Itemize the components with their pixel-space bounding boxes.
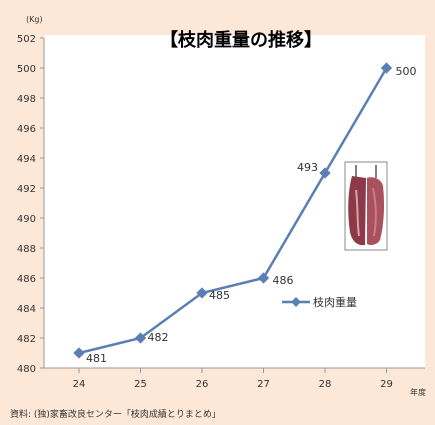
meat-carcass-photo: [345, 162, 387, 250]
y-tick-label: 490: [17, 214, 36, 225]
y-tick-label: 492: [17, 184, 36, 195]
y-tick-label: 500: [17, 64, 36, 75]
data-label: 493: [297, 161, 318, 174]
y-tick-label: 496: [17, 124, 36, 135]
data-label: 486: [273, 274, 294, 287]
y-tick-label: 484: [17, 304, 36, 315]
x-axis-unit: 年度: [410, 387, 426, 397]
legend-label: 枝肉重量: [313, 295, 357, 309]
data-label: 500: [396, 65, 417, 78]
y-tick-label: 480: [17, 364, 36, 375]
y-tick-label: 494: [17, 154, 36, 165]
y-tick-label: 488: [17, 244, 36, 255]
x-tick-label: 25: [134, 379, 147, 390]
y-tick-label: 486: [17, 274, 36, 285]
y-axis-unit: (Kg): [26, 15, 43, 24]
y-tick-label: 502: [17, 34, 36, 45]
x-tick-label: 27: [257, 379, 270, 390]
data-label: 485: [209, 289, 230, 302]
x-tick-label: 24: [73, 379, 86, 390]
x-tick-label: 26: [196, 379, 209, 390]
data-label: 482: [148, 331, 169, 344]
y-tick-label: 498: [17, 94, 36, 105]
x-tick-label: 28: [319, 379, 332, 390]
source-note: 資料: (独)家畜改良センター「枝肉成績とりまとめ」: [10, 407, 221, 420]
data-label: 481: [86, 352, 107, 365]
chart-title: 【枝肉重量の推移】: [160, 29, 322, 51]
x-tick-label: 29: [380, 379, 393, 390]
y-tick-label: 482: [17, 334, 36, 345]
